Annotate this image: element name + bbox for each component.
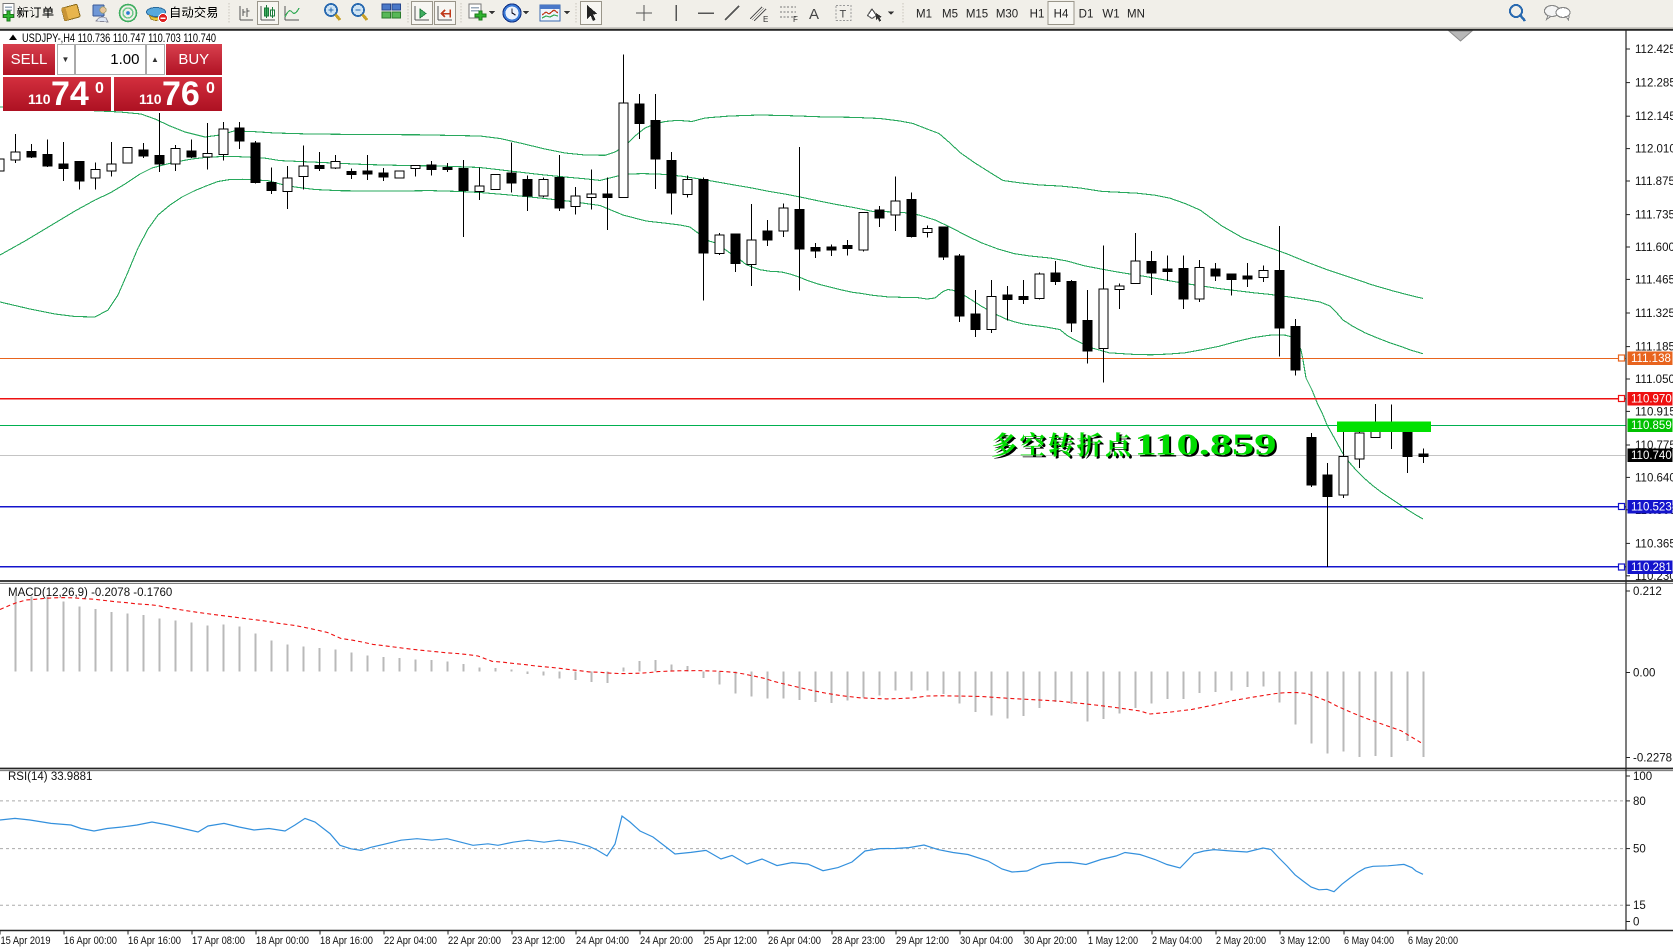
svg-text:2 May 20:00: 2 May 20:00 [1216, 935, 1266, 947]
svg-text:80: 80 [1633, 796, 1646, 808]
svg-text:3 May 12:00: 3 May 12:00 [1280, 935, 1330, 947]
svg-text:110.970: 110.970 [1631, 394, 1672, 406]
svg-text:111.185: 111.185 [1635, 342, 1673, 354]
svg-text:110.640: 110.640 [1635, 472, 1673, 484]
svg-text:30 Apr 20:00: 30 Apr 20:00 [1024, 935, 1077, 947]
svg-text:111.735: 111.735 [1635, 210, 1673, 222]
svg-text:29 Apr 12:00: 29 Apr 12:00 [896, 935, 949, 947]
svg-text:24 Apr 04:00: 24 Apr 04:00 [576, 935, 629, 947]
svg-text:6 May 04:00: 6 May 04:00 [1344, 935, 1394, 947]
svg-text:15: 15 [1633, 900, 1646, 912]
svg-text:0.212: 0.212 [1633, 586, 1662, 598]
svg-text:M5: M5 [942, 9, 958, 21]
svg-text:16 Apr 16:00: 16 Apr 16:00 [128, 935, 181, 947]
svg-text:28 Apr 23:00: 28 Apr 23:00 [832, 935, 885, 947]
svg-text:110.740: 110.740 [1631, 450, 1672, 462]
svg-text:24 Apr 20:00: 24 Apr 20:00 [640, 935, 693, 947]
svg-text:M15: M15 [966, 9, 988, 21]
svg-text:26 Apr 04:00: 26 Apr 04:00 [768, 935, 821, 947]
svg-text:110.859: 110.859 [1631, 420, 1672, 432]
svg-text:25 Apr 12:00: 25 Apr 12:00 [704, 935, 757, 947]
svg-text:0: 0 [1633, 917, 1639, 929]
svg-text:W1: W1 [1102, 9, 1119, 21]
svg-text:D1: D1 [1079, 9, 1094, 21]
svg-text:MACD(12,26,9) -0.2078 -0.1760: MACD(12,26,9) -0.2078 -0.1760 [8, 587, 172, 599]
svg-text:USDJPY-,H4 110.736 110.747 11: USDJPY-,H4 110.736 110.747 110.703 110.7… [22, 31, 216, 45]
svg-text:H4: H4 [1054, 9, 1069, 21]
svg-text:111.875: 111.875 [1635, 176, 1673, 188]
svg-text:111.050: 111.050 [1635, 374, 1673, 386]
svg-text:18 Apr 16:00: 18 Apr 16:00 [320, 935, 373, 947]
svg-text:M1: M1 [916, 9, 932, 21]
svg-text:22 Apr 20:00: 22 Apr 20:00 [448, 935, 501, 947]
svg-text:18 Apr 00:00: 18 Apr 00:00 [256, 935, 309, 947]
svg-text:E: E [763, 15, 768, 24]
svg-text:110.365: 110.365 [1635, 538, 1673, 550]
svg-text:16 Apr 00:00: 16 Apr 00:00 [64, 935, 117, 947]
svg-text:111.138: 111.138 [1631, 353, 1671, 365]
svg-text:1 May 12:00: 1 May 12:00 [1088, 935, 1138, 947]
svg-text:50: 50 [1633, 844, 1646, 856]
svg-text:22 Apr 04:00: 22 Apr 04:00 [384, 935, 437, 947]
svg-text:110.281: 110.281 [1631, 562, 1672, 574]
svg-text:110.915: 110.915 [1635, 406, 1673, 418]
svg-text:100: 100 [1633, 771, 1652, 783]
svg-text:MN: MN [1127, 9, 1145, 21]
svg-text:A: A [809, 6, 819, 23]
svg-text:15 Apr 2019: 15 Apr 2019 [1, 935, 51, 947]
svg-text:-0.2278: -0.2278 [1633, 753, 1672, 765]
svg-text:6 May 20:00: 6 May 20:00 [1408, 935, 1458, 947]
svg-text:M30: M30 [996, 9, 1018, 21]
svg-text:T: T [840, 9, 847, 21]
svg-text:110.859: 110.859 [1135, 427, 1277, 462]
svg-text:111.600: 111.600 [1635, 242, 1673, 254]
svg-text:2 May 04:00: 2 May 04:00 [1152, 935, 1202, 947]
svg-text:H1: H1 [1030, 9, 1045, 21]
svg-text:112.010: 112.010 [1635, 144, 1673, 156]
svg-text:110.859: 110.859 [1137, 429, 1279, 464]
svg-text:112.425: 112.425 [1635, 44, 1673, 56]
svg-text:111.325: 111.325 [1635, 308, 1673, 320]
svg-text:112.285: 112.285 [1635, 78, 1673, 90]
svg-text:RSI(14) 33.9881: RSI(14) 33.9881 [8, 771, 92, 783]
svg-text:30 Apr 04:00: 30 Apr 04:00 [960, 935, 1013, 947]
svg-text:17 Apr 08:00: 17 Apr 08:00 [192, 935, 245, 947]
svg-text:112.145: 112.145 [1635, 111, 1673, 123]
svg-text:111.465: 111.465 [1635, 274, 1673, 286]
svg-text:23 Apr 12:00: 23 Apr 12:00 [512, 935, 565, 947]
svg-text:110.523: 110.523 [1631, 502, 1672, 514]
svg-text:0.00: 0.00 [1633, 668, 1655, 680]
svg-text:F: F [793, 15, 798, 24]
